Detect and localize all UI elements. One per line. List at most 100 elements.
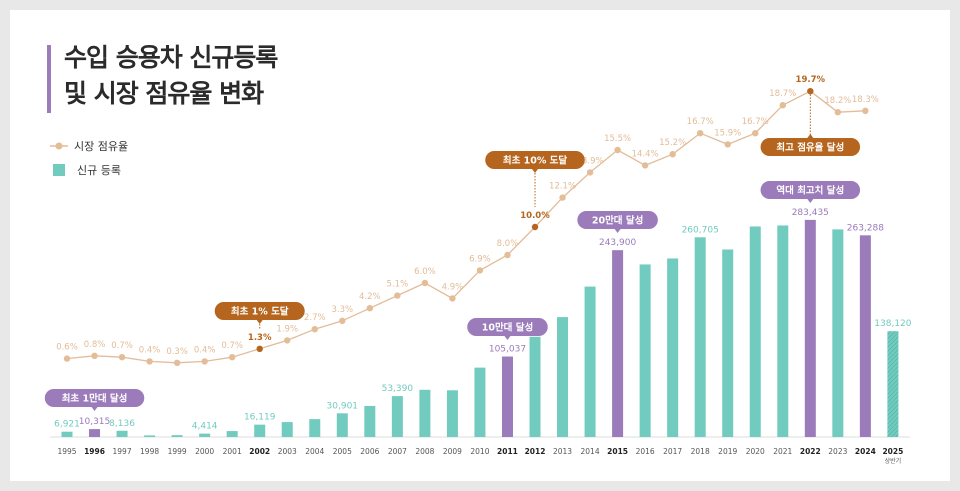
share-label-2024: 18.3% [852, 95, 879, 105]
annotation-pill-4 [577, 211, 658, 229]
bar-2010 [474, 367, 486, 437]
share-point-2011 [504, 251, 511, 259]
share-point-2007 [394, 292, 401, 299]
bar-2020 [749, 226, 761, 437]
share-label-2007: 5.1% [387, 280, 409, 290]
x-tick-2019: 2019 [718, 447, 737, 456]
bar-label-2015: 243,900 [599, 238, 636, 248]
x-tick-2017: 2017 [663, 447, 682, 456]
share-point-2015 [614, 146, 621, 154]
bar-2015 [612, 250, 624, 437]
annotation-pill-5 [760, 138, 861, 156]
bar-label-1995: 6,921 [54, 420, 80, 430]
share-label-2002: 1.3% [248, 333, 272, 343]
annotation-pill-3 [485, 151, 585, 169]
share-point-2016 [641, 162, 649, 169]
share-label-2013: 12.1% [549, 182, 576, 192]
share-point-1996 [91, 352, 98, 359]
title-line-2: 및 시장 점유율 변화 [64, 79, 264, 108]
share-label-2010: 6.9% [469, 254, 491, 264]
share-point-2001 [228, 354, 236, 361]
bar-2000 [199, 433, 211, 437]
annotation-pointer-5 [807, 134, 814, 138]
legend-line-icon [50, 142, 68, 150]
x-tick-2008: 2008 [415, 447, 434, 456]
bar-label-2018: 260,705 [682, 225, 719, 235]
x-tick-2024: 2024 [855, 447, 876, 456]
x-tick-2021: 2021 [773, 447, 792, 456]
share-label-2008: 6.0% [414, 267, 436, 277]
bar-1998 [144, 435, 156, 437]
bar-2009 [446, 390, 458, 437]
share-label-2017: 15.2% [659, 138, 686, 148]
x-tick-2010: 2010 [470, 447, 489, 456]
share-point-2012 [531, 223, 539, 231]
x-tick-2020: 2020 [746, 447, 765, 456]
x-tick-2003: 2003 [278, 447, 297, 456]
share-point-1995 [63, 355, 71, 362]
annotation-pointer-3 [532, 169, 539, 173]
share-label-2023: 18.2% [824, 96, 851, 106]
x-tick-2014: 2014 [581, 447, 600, 456]
bar-label-2011: 105,037 [489, 345, 526, 355]
legend-bar-label: 신규 등록 [77, 164, 121, 177]
share-point-1999 [173, 359, 181, 366]
x-tick-2012: 2012 [525, 447, 546, 456]
share-point-2018 [696, 130, 704, 137]
title-accent-bar [47, 45, 51, 113]
share-point-2005 [339, 317, 346, 324]
annotation-pointer-6 [807, 199, 814, 203]
annotation-pill-1 [214, 302, 305, 320]
annotation-text-0: 최초 1만대 달성 [62, 393, 128, 405]
share-point-2022 [807, 88, 814, 95]
x-sublabel-2025: 상반기 [885, 457, 902, 465]
share-label-1996: 0.8% [84, 340, 106, 350]
bar-2008 [419, 389, 431, 437]
share-label-2011: 8.0% [497, 239, 519, 249]
bar-label-2002: 16,119 [244, 413, 276, 423]
annotation-pointer-4 [614, 229, 621, 233]
share-label-2014: 13.9% [577, 156, 604, 166]
annotation-text-3: 최초 10% 도달 [503, 155, 568, 167]
x-tick-2011: 2011 [497, 447, 518, 456]
share-point-2009 [449, 295, 456, 302]
bar-label-1996: 10,315 [79, 417, 111, 427]
share-label-2004: 2.7% [304, 313, 326, 323]
x-tick-1996: 1996 [84, 447, 105, 456]
annotation-text-2: 10만대 달성 [482, 322, 534, 334]
x-tick-1997: 1997 [113, 447, 132, 456]
share-point-1997 [118, 354, 126, 361]
annotation-pill-2 [467, 318, 548, 336]
chart-title: 수입 승용차 신규등록 및 시장 점유율 변화 [64, 40, 278, 112]
legend-line-label: 시장 점유율 [74, 140, 129, 153]
annotation-text-4: 20만대 달성 [592, 215, 644, 227]
x-tick-2023: 2023 [828, 447, 847, 456]
bar-1999 [171, 435, 183, 437]
annotation-pill-6 [760, 181, 861, 199]
bar-2007 [391, 396, 403, 437]
bar-2016 [639, 264, 651, 437]
share-point-1998 [146, 358, 153, 365]
bar-2014 [584, 286, 596, 437]
x-tick-2005: 2005 [333, 447, 352, 456]
bar-2019 [722, 249, 734, 437]
x-tick-2018: 2018 [691, 447, 710, 456]
x-tick-2006: 2006 [360, 447, 379, 456]
bar-2017 [667, 258, 679, 437]
annotation-pill-0 [44, 389, 145, 407]
bar-label-1997: 8,136 [109, 419, 135, 429]
share-point-2020 [752, 130, 759, 137]
x-tick-1999: 1999 [168, 447, 187, 456]
share-label-1999: 0.3% [166, 347, 188, 357]
bar-label-2007: 53,390 [382, 384, 414, 394]
share-point-2004 [311, 326, 318, 333]
x-tick-2009: 2009 [443, 447, 462, 456]
share-point-2006 [366, 305, 374, 312]
share-point-2008 [421, 279, 429, 287]
bar-1996 [89, 429, 101, 437]
share-label-2015: 15.5% [604, 134, 631, 144]
legend-bar: 신규 등록 [50, 162, 121, 178]
bar-2003 [281, 422, 293, 437]
annotation-text-1: 최초 1% 도달 [231, 306, 289, 318]
share-line [66, 90, 866, 364]
